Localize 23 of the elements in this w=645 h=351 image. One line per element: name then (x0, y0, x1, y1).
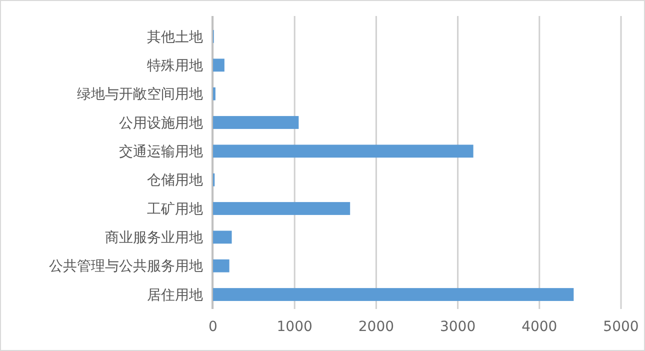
y-tick-label: 居住用地 (147, 287, 203, 304)
y-tick-label: 其他土地 (147, 29, 203, 46)
x-tick-label: 3000 (440, 319, 476, 335)
x-tick-label: 1000 (276, 319, 312, 335)
y-tick-label: 交通运输用地 (119, 144, 203, 160)
bar (213, 58, 224, 72)
bar (213, 144, 474, 158)
y-tick-label: 公用设施用地 (119, 115, 203, 132)
bar (213, 202, 350, 215)
x-tick-label: 5000 (603, 319, 639, 335)
bar (213, 288, 574, 301)
bar (213, 230, 232, 244)
y-tick-label: 工矿用地 (147, 201, 203, 218)
bar (213, 259, 230, 272)
y-tick-label: 商业服务业用地 (105, 230, 203, 246)
y-tick-label: 公共管理与公共服务用地 (49, 258, 203, 275)
y-tick-label: 特殊用地 (147, 58, 203, 74)
y-tick-label: 绿地与开敞空间用地 (77, 86, 203, 103)
bar (213, 116, 299, 129)
x-tick-label: 0 (208, 319, 218, 335)
x-tick-label: 2000 (358, 319, 394, 335)
x-tick-label: 4000 (522, 319, 558, 335)
y-tick-label: 仓储用地 (147, 172, 203, 189)
